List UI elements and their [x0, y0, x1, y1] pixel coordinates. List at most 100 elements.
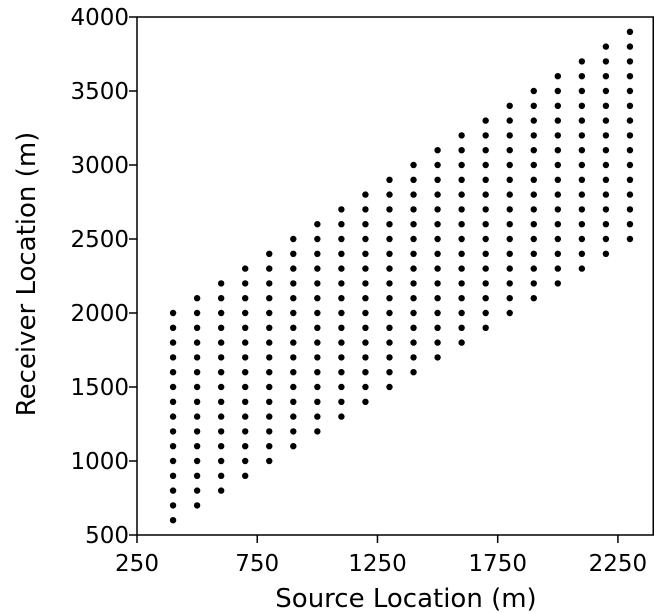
data-point — [314, 250, 321, 257]
data-point — [602, 87, 610, 95]
y-tick-label: 1500 — [70, 375, 129, 401]
data-point — [362, 369, 369, 376]
data-point — [602, 191, 610, 198]
data-point — [506, 295, 513, 302]
plot-frame — [136, 16, 654, 536]
data-point — [434, 161, 441, 169]
data-point — [482, 206, 489, 213]
data-point — [217, 457, 225, 465]
data-point — [506, 176, 513, 183]
data-point — [458, 221, 465, 228]
data-point — [554, 280, 562, 287]
data-point — [266, 339, 273, 346]
data-point — [410, 369, 417, 376]
data-point — [193, 324, 201, 331]
data-point — [242, 428, 249, 435]
data-point — [434, 176, 441, 183]
data-point — [169, 487, 177, 494]
data-point — [362, 265, 369, 272]
y-axis-title: Receiver Location (m) — [12, 132, 42, 417]
data-point — [602, 147, 610, 154]
data-point — [626, 28, 634, 35]
data-point — [554, 147, 562, 154]
data-point — [217, 309, 225, 317]
data-point — [386, 383, 393, 391]
data-point — [217, 428, 225, 435]
data-point — [506, 191, 513, 198]
data-point — [410, 265, 417, 272]
data-point — [578, 147, 586, 154]
data-point — [266, 354, 273, 361]
data-point — [242, 472, 249, 479]
data-point — [554, 250, 562, 257]
data-point — [602, 206, 610, 213]
data-point — [578, 102, 586, 110]
data-point — [290, 369, 297, 376]
data-point — [554, 87, 562, 95]
data-point — [554, 265, 562, 272]
data-point — [482, 235, 489, 243]
data-point — [506, 102, 513, 110]
x-tick-label: 750 — [235, 551, 279, 577]
data-point — [602, 58, 610, 65]
data-point — [193, 369, 201, 376]
data-point — [626, 132, 634, 139]
data-point — [554, 221, 562, 228]
data-point — [362, 398, 369, 405]
data-point — [626, 147, 634, 154]
data-point — [338, 250, 345, 257]
data-point — [506, 309, 513, 317]
data-point — [554, 191, 562, 198]
data-point — [482, 280, 489, 287]
data-point — [314, 383, 321, 391]
data-point — [434, 235, 441, 243]
data-point — [193, 413, 201, 420]
data-point — [530, 161, 537, 169]
data-point — [217, 280, 225, 287]
data-point — [242, 339, 249, 346]
data-point — [530, 235, 537, 243]
data-point — [530, 102, 537, 110]
data-point — [602, 43, 610, 50]
data-point — [169, 383, 177, 391]
y-tick-label: 500 — [85, 523, 129, 549]
data-point — [266, 398, 273, 405]
data-point — [626, 161, 634, 169]
data-point — [602, 176, 610, 183]
data-point — [410, 191, 417, 198]
data-point — [290, 250, 297, 257]
data-point — [506, 117, 513, 124]
data-point — [410, 235, 417, 243]
data-point — [362, 235, 369, 243]
data-point — [362, 354, 369, 361]
data-point — [482, 176, 489, 183]
x-tick-label: 1250 — [348, 551, 407, 577]
data-point — [458, 147, 465, 154]
data-point — [554, 132, 562, 139]
data-point — [530, 191, 537, 198]
data-point — [506, 250, 513, 257]
data-point — [217, 413, 225, 420]
data-point — [338, 309, 345, 317]
data-point — [193, 457, 201, 465]
data-point — [290, 413, 297, 420]
data-point — [530, 250, 537, 257]
data-point — [386, 250, 393, 257]
data-point — [410, 280, 417, 287]
data-point — [314, 280, 321, 287]
data-point — [217, 369, 225, 376]
data-point — [266, 280, 273, 287]
data-point — [410, 339, 417, 346]
data-point — [434, 191, 441, 198]
data-point — [530, 132, 537, 139]
y-tick-label: 2500 — [70, 227, 129, 253]
data-point — [266, 295, 273, 302]
data-point — [338, 295, 345, 302]
data-point — [362, 339, 369, 346]
data-point — [217, 487, 225, 494]
data-point — [434, 354, 441, 361]
data-point — [242, 295, 249, 302]
x-axis-title: Source Location (m) — [275, 584, 536, 613]
data-point — [578, 265, 586, 272]
